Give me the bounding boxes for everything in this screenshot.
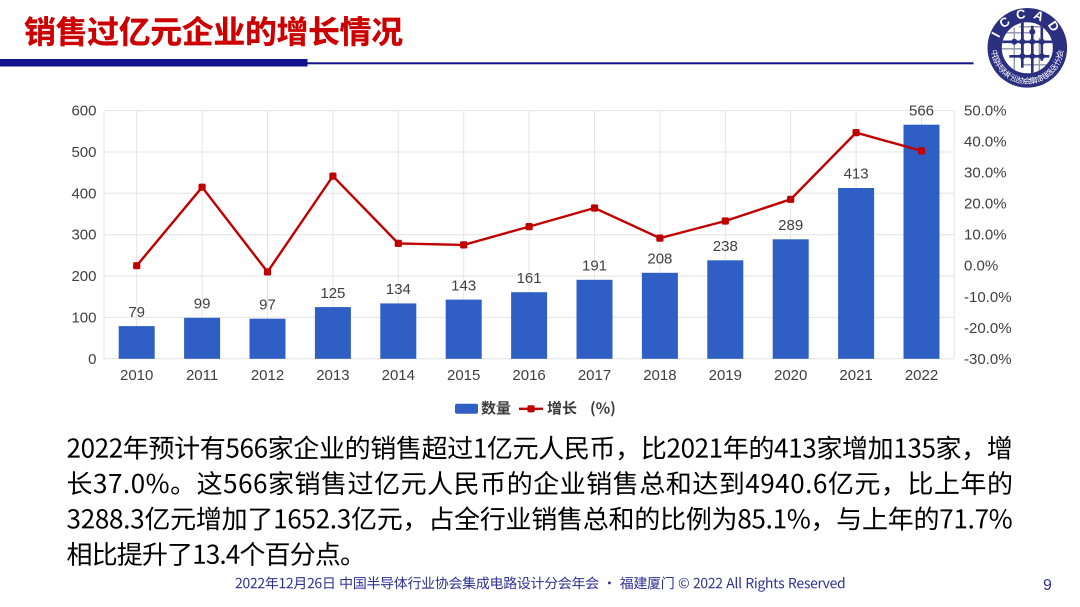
svg-text:50.0%: 50.0%	[964, 103, 1007, 120]
svg-text:2017: 2017	[578, 367, 611, 384]
svg-text:30.0%: 30.0%	[964, 165, 1007, 182]
svg-text:566: 566	[909, 102, 934, 119]
svg-text:289: 289	[778, 217, 803, 234]
svg-text:99: 99	[194, 296, 211, 313]
svg-text:2012: 2012	[251, 367, 284, 384]
svg-text:208: 208	[647, 251, 672, 268]
svg-text:2022: 2022	[905, 367, 938, 384]
svg-text:-20.0%: -20.0%	[964, 320, 1012, 337]
svg-text:0.0%: 0.0%	[964, 258, 998, 275]
svg-text:125: 125	[320, 285, 345, 302]
svg-text:2016: 2016	[512, 367, 545, 384]
svg-text:10.0%: 10.0%	[964, 227, 1007, 244]
svg-text:413: 413	[844, 166, 869, 183]
svg-text:400: 400	[71, 185, 96, 202]
svg-text:9: 9	[1043, 577, 1052, 594]
svg-text:2014: 2014	[382, 367, 415, 384]
svg-text:-30.0%: -30.0%	[964, 351, 1012, 368]
svg-text:40.0%: 40.0%	[964, 134, 1007, 151]
svg-text:2013: 2013	[316, 367, 349, 384]
svg-text:-10.0%: -10.0%	[964, 289, 1012, 306]
svg-text:300: 300	[71, 227, 96, 244]
svg-text:79: 79	[128, 304, 145, 321]
svg-text:20.0%: 20.0%	[964, 196, 1007, 213]
svg-text:100: 100	[71, 309, 96, 326]
svg-text:0: 0	[88, 351, 96, 368]
svg-text:600: 600	[71, 103, 96, 120]
svg-text:191: 191	[582, 258, 607, 275]
svg-text:143: 143	[451, 277, 476, 294]
svg-text:97: 97	[259, 296, 276, 313]
svg-text:238: 238	[713, 238, 738, 255]
svg-text:134: 134	[386, 281, 411, 298]
svg-text:2011: 2011	[186, 367, 218, 384]
svg-text:2019: 2019	[709, 367, 742, 384]
svg-text:2018: 2018	[643, 367, 676, 384]
svg-text:200: 200	[71, 268, 96, 285]
svg-text:2021: 2021	[839, 367, 872, 384]
svg-text:500: 500	[71, 144, 96, 161]
svg-text:2010: 2010	[120, 367, 153, 384]
svg-text:2020: 2020	[774, 367, 807, 384]
svg-text:161: 161	[517, 270, 542, 287]
svg-text:2015: 2015	[447, 367, 480, 384]
